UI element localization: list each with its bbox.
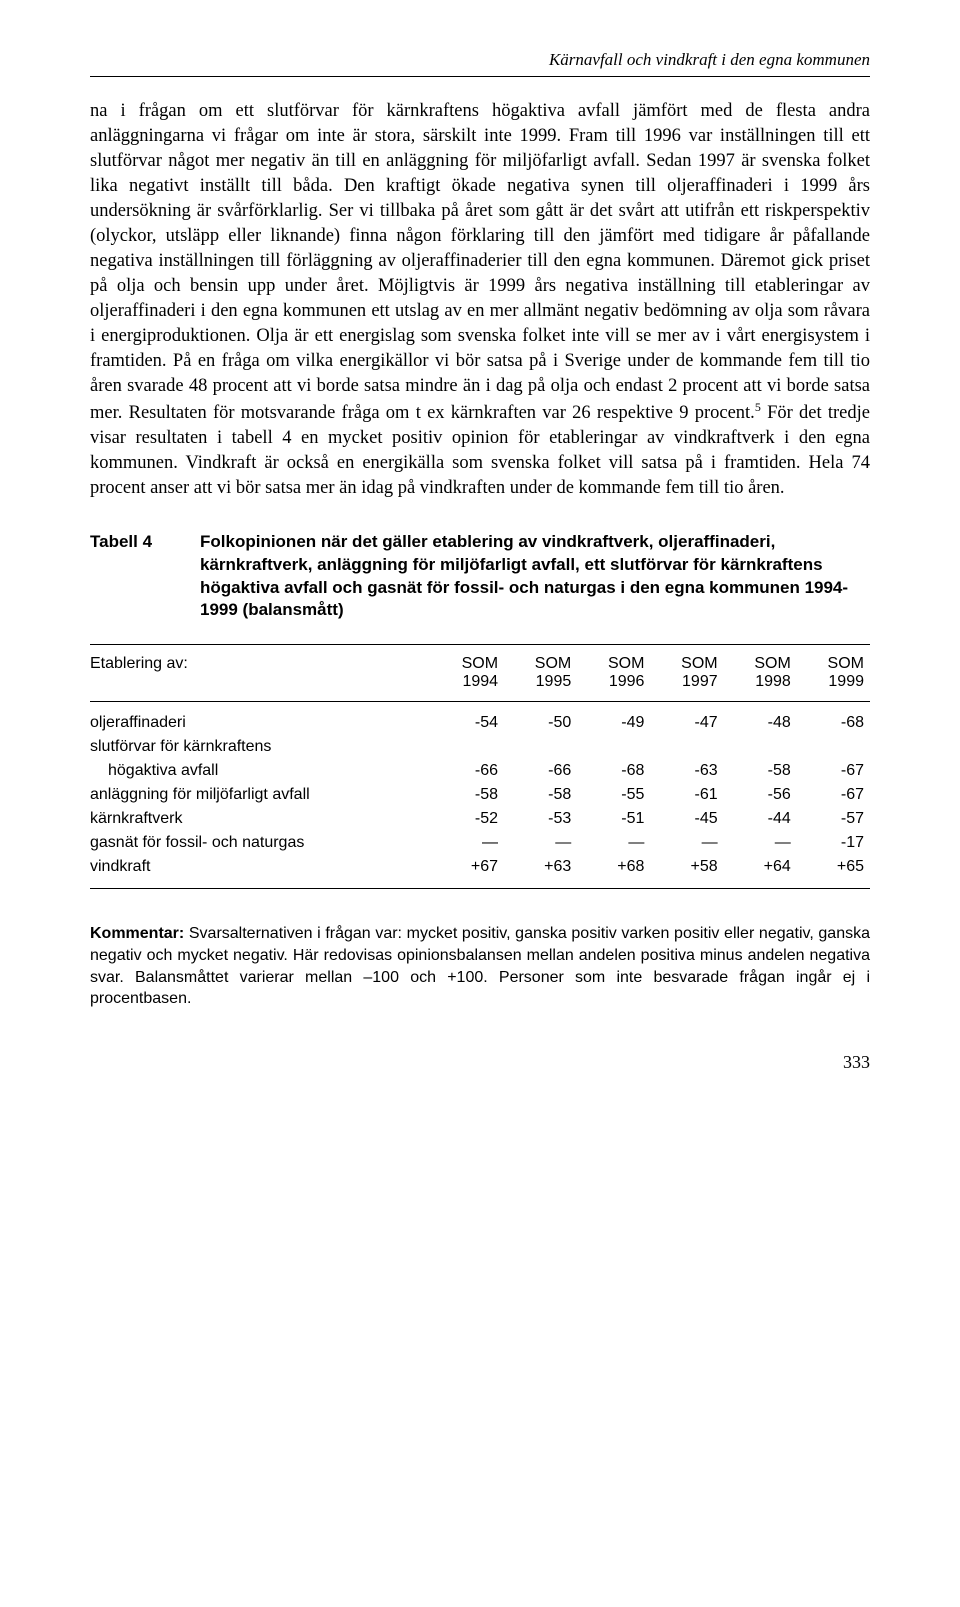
cell (504, 735, 577, 759)
row-label: slutförvar för kärnkraftens (90, 735, 431, 759)
page-number: 333 (90, 1052, 870, 1073)
row-label: oljeraffinaderi (90, 702, 431, 736)
col-head: SOM (650, 645, 723, 674)
page: Kärnavfall och vindkraft i den egna komm… (0, 0, 960, 1113)
header-rule (90, 76, 870, 77)
comment-text: Svarsalternativen i frågan var: mycket p… (90, 925, 870, 1007)
cell: -56 (724, 783, 797, 807)
col-head: SOM (431, 645, 504, 674)
running-head: Kärnavfall och vindkraft i den egna komm… (90, 50, 870, 70)
body-paragraph: na i frågan om ett slutförvar för kärnkr… (90, 99, 870, 501)
table-comment: Kommentar: Svarsalternativen i frågan va… (90, 923, 870, 1009)
table-row: slutförvar för kärnkraftens (90, 735, 870, 759)
cell: -48 (724, 702, 797, 736)
cell: -63 (650, 759, 723, 783)
cell: -52 (431, 807, 504, 831)
table-caption: Tabell 4 Folkopinionen när det gäller et… (90, 531, 870, 623)
cell: +58 (650, 855, 723, 889)
row-label: anläggning för miljöfarligt avfall (90, 783, 431, 807)
table-row: anläggning för miljöfarligt avfall-58-58… (90, 783, 870, 807)
cell (431, 735, 504, 759)
cell: +67 (431, 855, 504, 889)
col-head: SOM (577, 645, 650, 674)
cell: -50 (504, 702, 577, 736)
cell: -54 (431, 702, 504, 736)
cell: — (650, 831, 723, 855)
col-head-year: 1996 (577, 673, 650, 702)
cell: -44 (724, 807, 797, 831)
table-block: Tabell 4 Folkopinionen när det gäller et… (90, 531, 870, 890)
row-label: vindkraft (90, 855, 431, 889)
cell: -51 (577, 807, 650, 831)
cell: -57 (797, 807, 870, 831)
cell: -58 (431, 783, 504, 807)
col-head: SOM (504, 645, 577, 674)
table-header-row-1: Etablering av: SOM SOM SOM SOM SOM SOM (90, 645, 870, 674)
cell: +64 (724, 855, 797, 889)
row-label: gasnät för fossil- och naturgas (90, 831, 431, 855)
cell: +68 (577, 855, 650, 889)
cell (724, 735, 797, 759)
col-head-year: 1994 (431, 673, 504, 702)
data-table: Etablering av: SOM SOM SOM SOM SOM SOM 1… (90, 644, 870, 889)
cell: -58 (504, 783, 577, 807)
cell: -49 (577, 702, 650, 736)
cell (650, 735, 723, 759)
col-head-year: 1998 (724, 673, 797, 702)
table-row: oljeraffinaderi-54-50-49-47-48-68 (90, 702, 870, 736)
table-row: gasnät för fossil- och naturgas—————-17 (90, 831, 870, 855)
cell (797, 735, 870, 759)
col-head: SOM (724, 645, 797, 674)
table-label: Tabell 4 (90, 531, 200, 623)
cell: -55 (577, 783, 650, 807)
table-row: högaktiva avfall-66-66-68-63-58-67 (90, 759, 870, 783)
cell (577, 735, 650, 759)
table-corner-label: Etablering av: (90, 645, 431, 674)
row-label: högaktiva avfall (90, 759, 431, 783)
table-row: kärnkraftverk-52-53-51-45-44-57 (90, 807, 870, 831)
cell: — (504, 831, 577, 855)
cell: -53 (504, 807, 577, 831)
cell: -68 (577, 759, 650, 783)
col-head-year: 1995 (504, 673, 577, 702)
col-head-year: 1999 (797, 673, 870, 702)
table-corner-empty (90, 673, 431, 702)
cell: -17 (797, 831, 870, 855)
table-row: vindkraft+67+63+68+58+64+65 (90, 855, 870, 889)
cell: -67 (797, 783, 870, 807)
col-head: SOM (797, 645, 870, 674)
cell: -58 (724, 759, 797, 783)
table-title: Folkopinionen när det gäller etablering … (200, 531, 870, 623)
cell: -67 (797, 759, 870, 783)
row-label: kärnkraftverk (90, 807, 431, 831)
cell: -45 (650, 807, 723, 831)
cell: -47 (650, 702, 723, 736)
cell: +63 (504, 855, 577, 889)
cell: — (724, 831, 797, 855)
cell: -66 (431, 759, 504, 783)
cell: — (431, 831, 504, 855)
cell: -68 (797, 702, 870, 736)
cell: -61 (650, 783, 723, 807)
table-header-row-2: 1994 1995 1996 1997 1998 1999 (90, 673, 870, 702)
comment-label: Kommentar: (90, 925, 184, 942)
cell: +65 (797, 855, 870, 889)
cell: -66 (504, 759, 577, 783)
col-head-year: 1997 (650, 673, 723, 702)
cell: — (577, 831, 650, 855)
